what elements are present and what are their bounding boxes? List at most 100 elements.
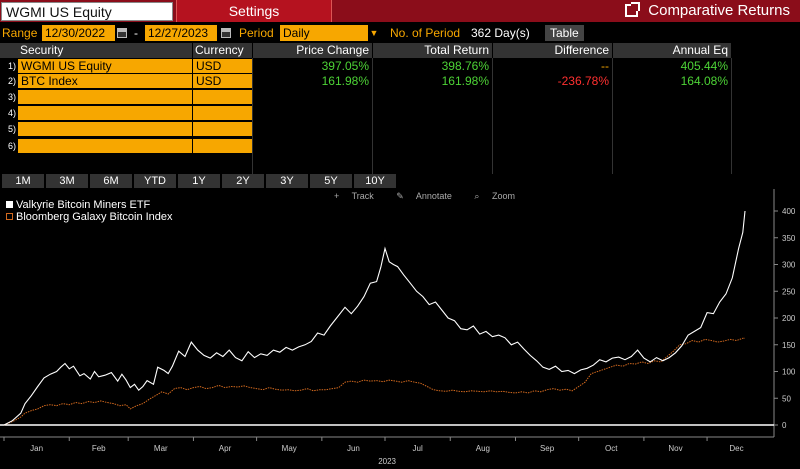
annual-eq-value: 164.08% xyxy=(680,74,728,88)
x-tick-label: Feb xyxy=(92,444,106,453)
range-row: Range 12/30/2022 - 12/27/2023 Period Dai… xyxy=(0,24,800,42)
title-bar: WGMI US Equity Settings Comparative Retu… xyxy=(0,0,800,22)
chart-area[interactable]: 0 50 100 150 200 250 300 350 400 Jan Feb Mar Apr May J… xyxy=(0,189,800,469)
legend-swatch xyxy=(6,213,13,220)
y-tick-label: 100 xyxy=(782,368,796,377)
popout-icon[interactable] xyxy=(625,2,641,17)
security-input[interactable]: BTC Index xyxy=(18,74,192,88)
security-input[interactable] xyxy=(18,90,192,104)
period-button-1y[interactable]: 1Y xyxy=(178,174,220,188)
col-header-total-return[interactable]: Total Return xyxy=(373,43,492,58)
period-button-1m[interactable]: 1M xyxy=(2,174,44,188)
period-value: Daily xyxy=(283,26,310,40)
security-input[interactable] xyxy=(18,106,192,120)
y-tick-label: 400 xyxy=(782,207,796,216)
row-number: 1) xyxy=(7,61,16,71)
currency-input[interactable] xyxy=(193,122,252,136)
y-tick-label: 250 xyxy=(782,287,796,296)
total-return-value: 161.98% xyxy=(441,74,489,88)
period-buttons: 1M 3M 6M YTD 1Y 2Y 3Y 5Y 10Y xyxy=(0,174,400,188)
price-change-value: 161.98% xyxy=(321,74,369,88)
y-tick-label: 300 xyxy=(782,261,796,270)
period-label: Period xyxy=(239,26,274,40)
difference-value: -236.78% xyxy=(557,74,609,88)
col-header-currency[interactable]: Currency xyxy=(193,43,252,58)
legend-item-btc[interactable]: Bloomberg Galaxy Bitcoin Index xyxy=(6,211,173,223)
table-row[interactable]: 5) xyxy=(0,122,800,137)
legend-label: Bloomberg Galaxy Bitcoin Index xyxy=(16,211,173,223)
col-header-annual-eq[interactable]: Annual Eq xyxy=(613,43,731,58)
table-row[interactable]: 6) xyxy=(0,139,800,154)
settings-tab[interactable]: Settings xyxy=(176,0,332,22)
legend-label: Valkyrie Bitcoin Miners ETF xyxy=(16,199,151,211)
legend-item-wgmi[interactable]: Valkyrie Bitcoin Miners ETF xyxy=(6,199,173,211)
row-number: 4) xyxy=(7,108,16,118)
column-divider xyxy=(731,58,732,174)
row-number: 5) xyxy=(7,124,16,134)
column-divider xyxy=(372,58,373,174)
start-date-input[interactable]: 12/30/2022 xyxy=(42,25,115,41)
y-tick-label: 350 xyxy=(782,234,796,243)
function-title: Comparative Returns xyxy=(625,0,790,22)
row-number: 2) xyxy=(7,76,16,86)
security-input[interactable]: WGMI US Equity xyxy=(18,59,192,73)
range-label: Range xyxy=(2,26,38,40)
period-button-ytd[interactable]: YTD xyxy=(134,174,176,188)
currency-input[interactable] xyxy=(193,90,252,104)
period-button-5y[interactable]: 5Y xyxy=(310,174,352,188)
security-input[interactable] xyxy=(18,139,192,153)
track-tool[interactable]: + Track xyxy=(334,191,384,201)
end-date-input[interactable]: 12/27/2023 xyxy=(145,25,217,41)
period-button-6m[interactable]: 6M xyxy=(90,174,132,188)
range-dash: - xyxy=(134,26,138,40)
table-row[interactable]: 2) BTC Index USD 161.98% 161.98% -236.78… xyxy=(0,74,800,89)
col-header-security[interactable]: Security xyxy=(0,43,192,58)
x-tick-label: Jun xyxy=(347,444,360,453)
table-button[interactable]: Table xyxy=(545,25,584,41)
period-button-3m[interactable]: 3M xyxy=(46,174,88,188)
period-button-10y[interactable]: 10Y xyxy=(354,174,396,188)
column-divider xyxy=(612,58,613,174)
annotate-tool[interactable]: ✎ Annotate xyxy=(396,191,462,201)
chart-legend: Valkyrie Bitcoin Miners ETF Bloomberg Ga… xyxy=(6,199,173,223)
zoom-tool-label: Zoom xyxy=(491,191,515,201)
col-header-price-change[interactable]: Price Change xyxy=(253,43,372,58)
num-period-label: No. of Period xyxy=(390,26,461,40)
period-button-2y[interactable]: 2Y xyxy=(222,174,264,188)
y-tick-label: 0 xyxy=(782,421,787,430)
chart-svg: 0 50 100 150 200 250 300 350 400 Jan Feb Mar Apr May J… xyxy=(0,189,796,466)
currency-input[interactable]: USD xyxy=(193,74,252,88)
price-change-value: 397.05% xyxy=(321,59,369,73)
table-row[interactable]: 1) WGMI US Equity USD 397.05% 398.76% --… xyxy=(0,59,800,74)
table-row[interactable]: 3) xyxy=(0,90,800,105)
x-tick-label: Jul xyxy=(413,444,423,453)
currency-input[interactable] xyxy=(193,106,252,120)
securities-table: Security Currency Price Change Total Ret… xyxy=(0,43,800,174)
annotate-tool-label: Annotate xyxy=(415,191,452,201)
x-tick-label: Oct xyxy=(605,444,618,453)
zoom-tool[interactable]: ⌕ Zoom xyxy=(474,191,525,201)
table-row[interactable]: 4) xyxy=(0,106,800,121)
currency-input[interactable] xyxy=(193,139,252,153)
x-tick-label: Aug xyxy=(476,444,490,453)
security-input[interactable] xyxy=(18,122,192,136)
x-tick-label: Jan xyxy=(30,444,43,453)
row-number: 6) xyxy=(7,141,16,151)
y-tick-label: 200 xyxy=(782,314,796,323)
x-tick-label: May xyxy=(282,444,297,453)
calendar-icon[interactable] xyxy=(117,28,127,38)
row-number: 3) xyxy=(7,92,16,102)
y-tick-label: 50 xyxy=(782,394,791,403)
period-button-3y[interactable]: 3Y xyxy=(266,174,308,188)
currency-input[interactable]: USD xyxy=(193,59,252,73)
period-select[interactable]: Daily ▼ xyxy=(280,25,380,41)
calendar-icon[interactable] xyxy=(221,28,231,38)
function-title-text: Comparative Returns xyxy=(648,2,790,19)
difference-value: -- xyxy=(601,59,609,73)
chevron-down-icon: ▼ xyxy=(368,25,380,41)
track-tool-label: Track xyxy=(351,191,374,201)
total-return-value: 398.76% xyxy=(441,59,489,73)
col-header-difference[interactable]: Difference xyxy=(493,43,612,58)
x-axis-label: 2023 xyxy=(378,457,396,466)
ticker-input[interactable]: WGMI US Equity xyxy=(1,2,173,21)
